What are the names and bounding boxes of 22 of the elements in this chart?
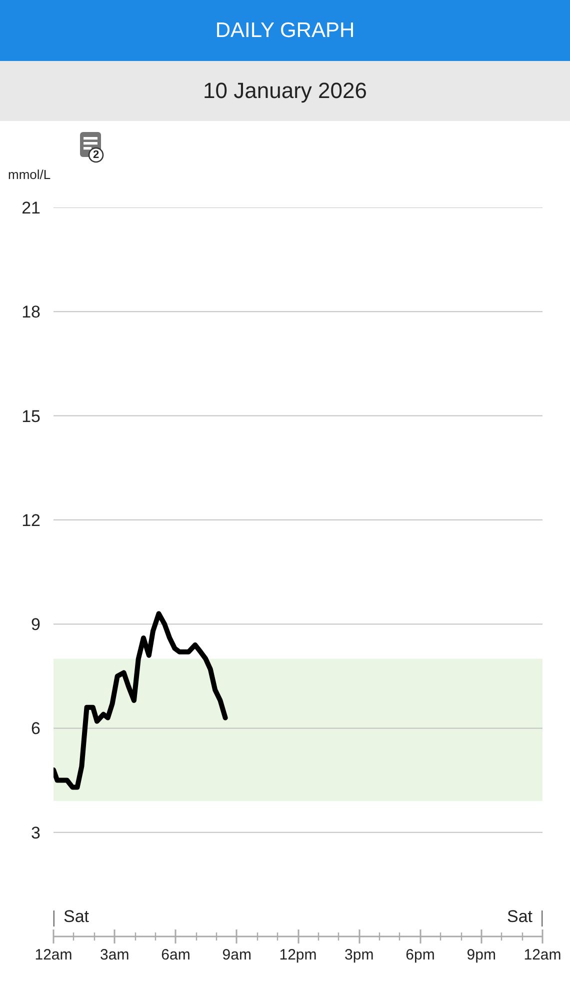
- y-tick-label: 3: [31, 823, 41, 842]
- annotation: Sat: [506, 907, 533, 926]
- y-tick-label: 12: [22, 510, 41, 530]
- x-tick-label: 6am: [161, 946, 190, 964]
- y-tick-label: 18: [22, 302, 41, 322]
- x-tick-label: 9pm: [466, 946, 496, 964]
- x-tick-label: 12am: [34, 946, 72, 964]
- x-tick-label: 12am: [524, 946, 562, 964]
- text: 2: [91, 147, 101, 163]
- annotation: Sat: [64, 907, 90, 926]
- x-tick-label: 3pm: [344, 946, 374, 964]
- x-tick-label: 9am: [222, 946, 252, 964]
- x-tick-label: 12pm: [279, 946, 317, 964]
- y-tick-label: 21: [22, 198, 41, 218]
- y-tick-label: 6: [31, 719, 41, 738]
- chart-title: DAILY GRAPH: [0, 0, 570, 61]
- x-tick-label: 6pm: [406, 946, 435, 964]
- x-tick-label: 3am: [100, 946, 130, 964]
- chart-subtitle: 10 January 2026: [0, 61, 570, 121]
- y-tick-label: 15: [22, 406, 41, 426]
- y-tick-label: 9: [31, 615, 41, 634]
- y-axis-title: mmol/L: [8, 166, 51, 184]
